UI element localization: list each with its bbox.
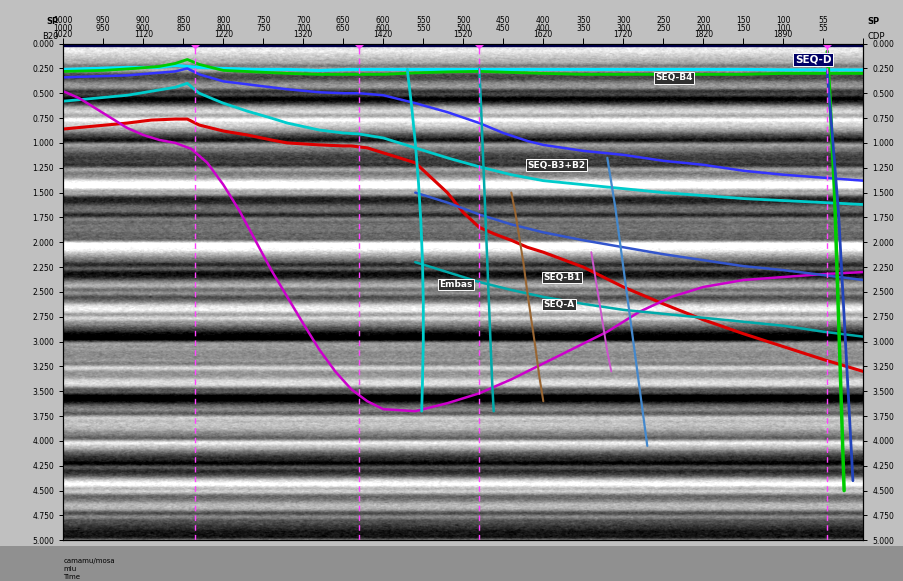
Text: 400: 400 — [535, 16, 550, 26]
Text: 900: 900 — [135, 16, 151, 26]
Text: SEQ-B3+B2: SEQ-B3+B2 — [526, 161, 585, 170]
Text: SP: SP — [47, 17, 59, 26]
Text: 300: 300 — [615, 16, 630, 26]
Bar — [63, 44, 862, 46]
Text: 250: 250 — [656, 16, 670, 26]
Text: 350: 350 — [575, 16, 590, 26]
Text: 700: 700 — [295, 16, 311, 26]
Text: 55: 55 — [817, 16, 827, 26]
Text: 1820: 1820 — [693, 30, 712, 40]
Text: 1020: 1020 — [53, 30, 73, 40]
Text: 1000: 1000 — [53, 16, 73, 26]
Text: 600: 600 — [376, 16, 390, 26]
Text: 1120: 1120 — [134, 30, 153, 40]
Text: B20: B20 — [42, 32, 59, 41]
Text: 1890: 1890 — [773, 30, 792, 40]
Text: SEQ-A: SEQ-A — [543, 300, 574, 309]
Text: 1720: 1720 — [613, 30, 632, 40]
Text: camamu/mosa
mlu
Time: camamu/mosa mlu Time — [63, 558, 115, 580]
Text: 650: 650 — [336, 16, 350, 26]
Text: CDP: CDP — [867, 32, 884, 41]
Text: 1320: 1320 — [293, 30, 312, 40]
Text: 200: 200 — [695, 16, 710, 26]
Text: SEQ-D: SEQ-D — [794, 55, 831, 64]
Text: SEQ-B4: SEQ-B4 — [655, 73, 692, 83]
Text: 750: 750 — [256, 16, 270, 26]
Text: 100: 100 — [775, 16, 790, 26]
Text: 850: 850 — [176, 16, 191, 26]
Text: 1420: 1420 — [373, 30, 393, 40]
Text: 550: 550 — [415, 16, 430, 26]
Text: 1220: 1220 — [213, 30, 233, 40]
Text: 500: 500 — [455, 16, 470, 26]
Text: 1520: 1520 — [453, 30, 472, 40]
Text: 150: 150 — [735, 16, 749, 26]
Text: 800: 800 — [216, 16, 230, 26]
Text: Embas: Embas — [439, 280, 472, 289]
Text: SP: SP — [867, 17, 879, 26]
Text: 950: 950 — [96, 16, 110, 26]
Text: SEQ-B1: SEQ-B1 — [543, 273, 580, 282]
Text: 1620: 1620 — [533, 30, 553, 40]
Text: 450: 450 — [496, 16, 510, 26]
